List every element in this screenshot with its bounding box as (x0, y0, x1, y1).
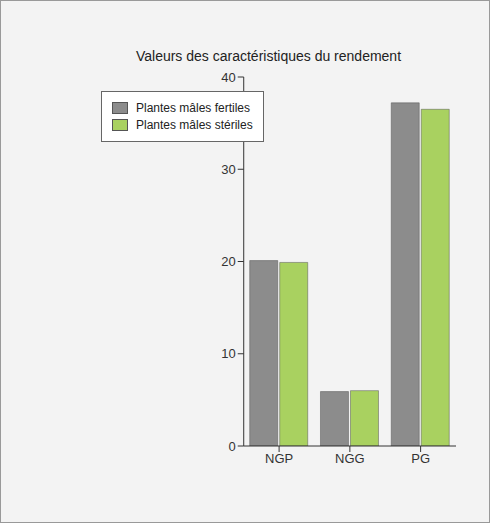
html-text:Valeurs des caractéristiques d: Valeurs des caractéristiques du rendemen… (135, 48, 401, 64)
html-text:Plantes mâles fertiles: Plantes mâles fertiles (136, 101, 250, 115)
svg-text:NGG: NGG (335, 451, 365, 466)
svg-text:10: 10 (221, 346, 235, 361)
svg-text:40: 40 (221, 70, 235, 85)
html-text:Plantes mâles stériles: Plantes mâles stériles (136, 118, 253, 132)
svg-text:PG: PG (411, 451, 430, 466)
svg-text:30: 30 (221, 162, 235, 177)
svg-text:0: 0 (228, 439, 235, 454)
svg-text:NGP: NGP (265, 451, 293, 466)
svg-text:20: 20 (221, 254, 235, 269)
